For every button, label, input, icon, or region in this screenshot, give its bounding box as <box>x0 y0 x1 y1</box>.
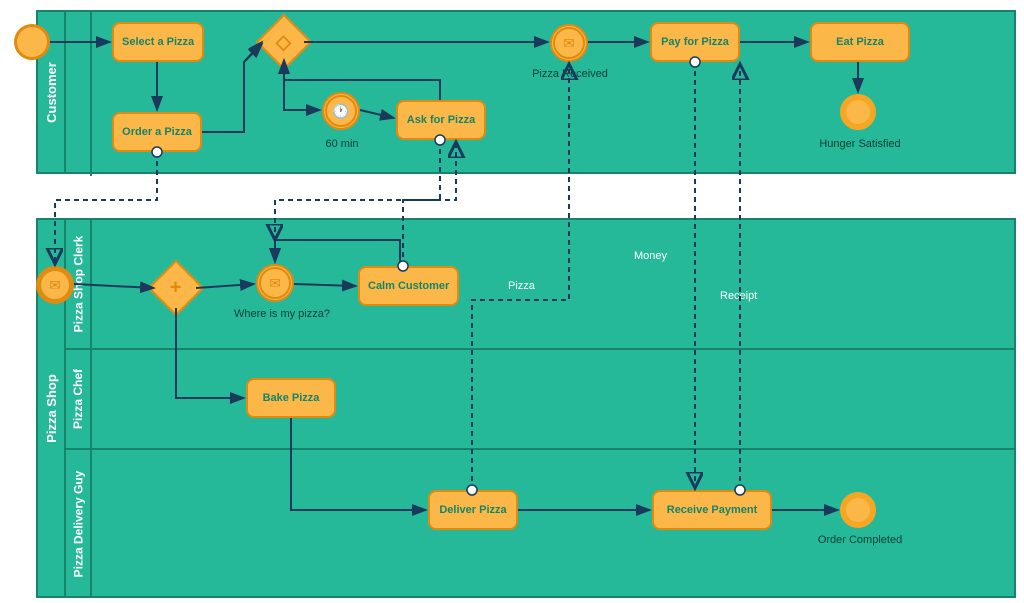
receipt-msg-label: Receipt <box>720 290 757 302</box>
end-event-customer <box>840 94 876 130</box>
envelope-icon: ✉ <box>563 35 575 52</box>
timer-event: 🕐 <box>322 92 360 130</box>
pizza-msg-label: Pizza <box>508 280 535 292</box>
task-pay-pizza: Pay for Pizza <box>650 22 740 62</box>
lane-chef: Pizza Chef <box>66 350 1014 450</box>
pizza-received-event: ✉ <box>550 24 588 62</box>
task-calm-customer: Calm Customer <box>358 266 459 306</box>
end-event-shop <box>840 492 876 528</box>
where-is-pizza-event: ✉ <box>256 264 294 302</box>
task-order-pizza: Order a Pizza <box>112 112 202 152</box>
hunger-satisfied-label: Hunger Satisfied <box>812 138 908 150</box>
where-is-pizza-label: Where is my pizza? <box>232 308 332 320</box>
start-event-customer <box>14 24 50 60</box>
pizza-received-label: Pizza Received <box>530 68 610 80</box>
lane-chef-label: Pizza Chef <box>66 350 92 448</box>
task-bake-pizza: Bake Pizza <box>246 378 336 418</box>
lane-customer-label <box>66 12 92 176</box>
clock-icon: 🕐 <box>332 103 349 120</box>
envelope-icon: ✉ <box>49 277 61 294</box>
task-receive-payment: Receive Payment <box>652 490 772 530</box>
lane-delivery-label: Pizza Delivery Guy <box>66 450 92 598</box>
task-select-pizza: Select a Pizza <box>112 22 204 62</box>
lane-delivery: Pizza Delivery Guy <box>66 450 1014 598</box>
envelope-icon: ✉ <box>269 275 281 292</box>
task-deliver-pizza: Deliver Pizza <box>428 490 518 530</box>
order-completed-label: Order Completed <box>812 534 908 546</box>
lane-clerk: Pizza Shop Clerk <box>66 220 1014 350</box>
task-ask-pizza: Ask for Pizza <box>396 100 486 140</box>
task-eat-pizza: Eat Pizza <box>810 22 910 62</box>
money-msg-label: Money <box>634 250 667 262</box>
timer-label: 60 min <box>322 138 362 150</box>
start-event-shop: ✉ <box>36 266 74 304</box>
